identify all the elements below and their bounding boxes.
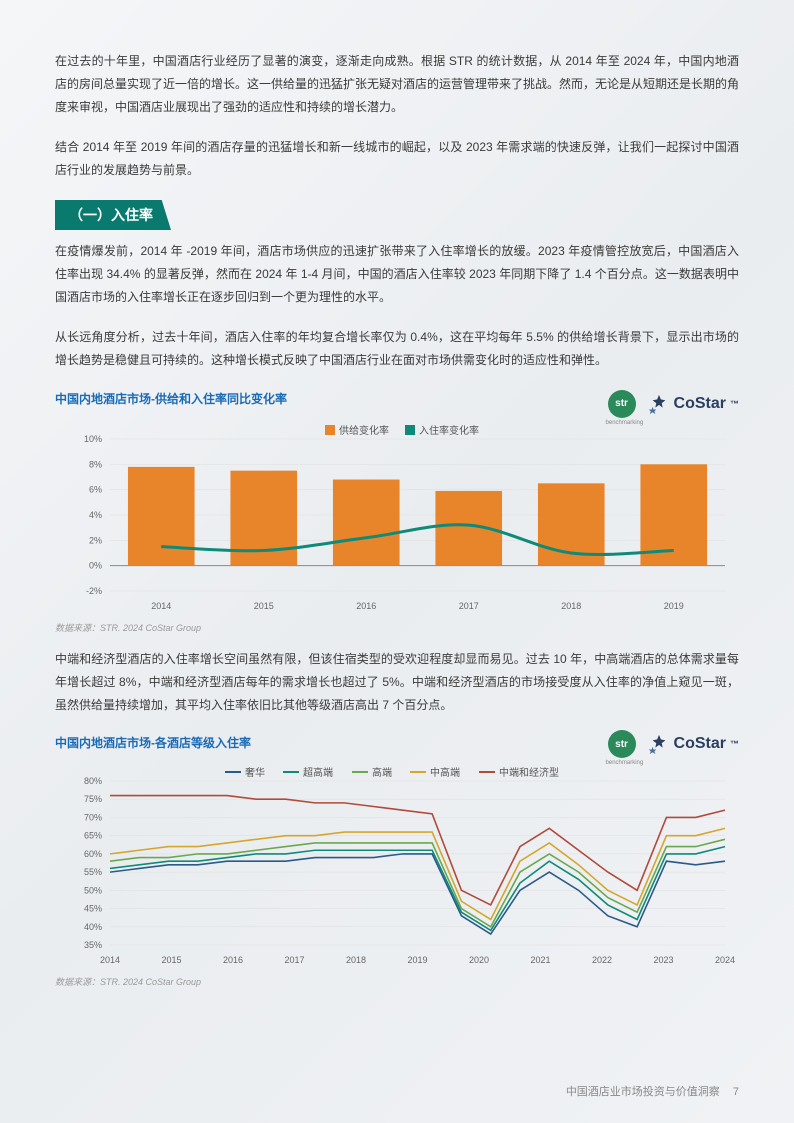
svg-text:2018: 2018 [561,601,581,611]
svg-text:45%: 45% [84,904,102,914]
svg-text:2020: 2020 [469,955,489,965]
svg-text:55%: 55% [84,867,102,877]
costar-text-2: CoStar [674,735,726,753]
svg-text:4%: 4% [89,510,102,520]
svg-text:超高端: 超高端 [303,766,333,779]
svg-text:2024: 2024 [715,955,735,965]
svg-text:奢华: 奢华 [245,766,265,779]
svg-text:2014: 2014 [151,601,171,611]
chart1-container: 中国内地酒店市场-供给和入住率同比变化率 strbenchmarking CoS… [55,390,739,615]
svg-text:50%: 50% [84,886,102,896]
svg-text:2016: 2016 [223,955,243,965]
intro-paragraph-2: 结合 2014 年至 2019 年间的酒店存量的迅猛增长和新一线城市的崛起，以及… [55,136,739,182]
chart2-container: 中国内地酒店市场-各酒店等级入住率 strbenchmarking CoStar… [55,734,739,969]
svg-text:中高端: 中高端 [430,766,460,779]
svg-text:0%: 0% [89,561,102,571]
chart2-logos: strbenchmarking CoStar™ [608,730,739,758]
svg-text:35%: 35% [84,940,102,950]
svg-text:8%: 8% [89,459,102,469]
svg-text:2016: 2016 [356,601,376,611]
svg-text:2019: 2019 [664,601,684,611]
svg-text:80%: 80% [84,776,102,786]
costar-logo: CoStar™ [648,393,739,415]
svg-text:2019: 2019 [407,955,427,965]
svg-text:2%: 2% [89,535,102,545]
svg-text:40%: 40% [84,922,102,932]
body-paragraph-3: 在疫情爆发前，2014 年 -2019 年间，酒店市场供应的迅速扩张带来了入住率… [55,240,739,308]
svg-text:60%: 60% [84,849,102,859]
section-header-occupancy: （一）入住率 [55,200,171,230]
svg-text:10%: 10% [84,434,102,444]
svg-text:2017: 2017 [284,955,304,965]
page-number: 7 [733,1086,739,1098]
svg-text:2023: 2023 [653,955,673,965]
chart2-svg-host: 35% 40% 45% 50% 55% 60% 65% 70% 75% 80% 2014 2015 20… [55,759,739,969]
svg-text:2018: 2018 [346,955,366,965]
svg-text:2015: 2015 [161,955,181,965]
costar-icon-2 [648,733,670,755]
body-paragraph-5: 中端和经济型酒店的入住率增长空间虽然有限，但该住宿类型的受欢迎程度却显而易见。过… [55,648,739,716]
svg-text:6%: 6% [89,485,102,495]
chart2-source: 数据来源：STR. 2024 CoStar Group [55,975,739,988]
chart1-svg-host: -2% 0% 2% 4% 6% 8% 10% 2014 2015 2016 2017 2018 2019… [55,415,739,615]
svg-text:65%: 65% [84,831,102,841]
str-logo-icon: str [608,390,636,418]
svg-text:2022: 2022 [592,955,612,965]
footer-title: 中国酒店业市场投资与价值洞察 [566,1086,720,1098]
body-paragraph-4: 从长远角度分析，过去十年间，酒店入住率的年均复合增长率仅为 0.4%，这在平均每… [55,326,739,372]
svg-text:-2%: -2% [86,586,102,596]
svg-text:75%: 75% [84,795,102,805]
svg-text:2021: 2021 [530,955,550,965]
svg-text:2017: 2017 [459,601,479,611]
str-logo-icon-2: str [608,730,636,758]
chart1-logos: strbenchmarking CoStar™ [608,390,739,418]
svg-text:2015: 2015 [254,601,274,611]
page-footer: 中国酒店业市场投资与价值洞察 7 [566,1083,739,1099]
costar-icon [648,393,670,415]
svg-text:中端和经济型: 中端和经济型 [499,766,559,779]
intro-paragraph-1: 在过去的十年里，中国酒店行业经历了显著的演变，逐渐走向成熟。根据 STR 的统计… [55,50,739,118]
chart1-source: 数据来源：STR. 2024 CoStar Group [55,621,739,634]
costar-logo-2: CoStar™ [648,733,739,755]
svg-text:70%: 70% [84,813,102,823]
svg-text:2014: 2014 [100,955,120,965]
svg-text:高端: 高端 [372,766,392,779]
svg-text:供给变化率: 供给变化率 [339,424,389,437]
svg-text:入住率变化率: 入住率变化率 [419,424,479,437]
costar-text: CoStar [674,395,726,413]
